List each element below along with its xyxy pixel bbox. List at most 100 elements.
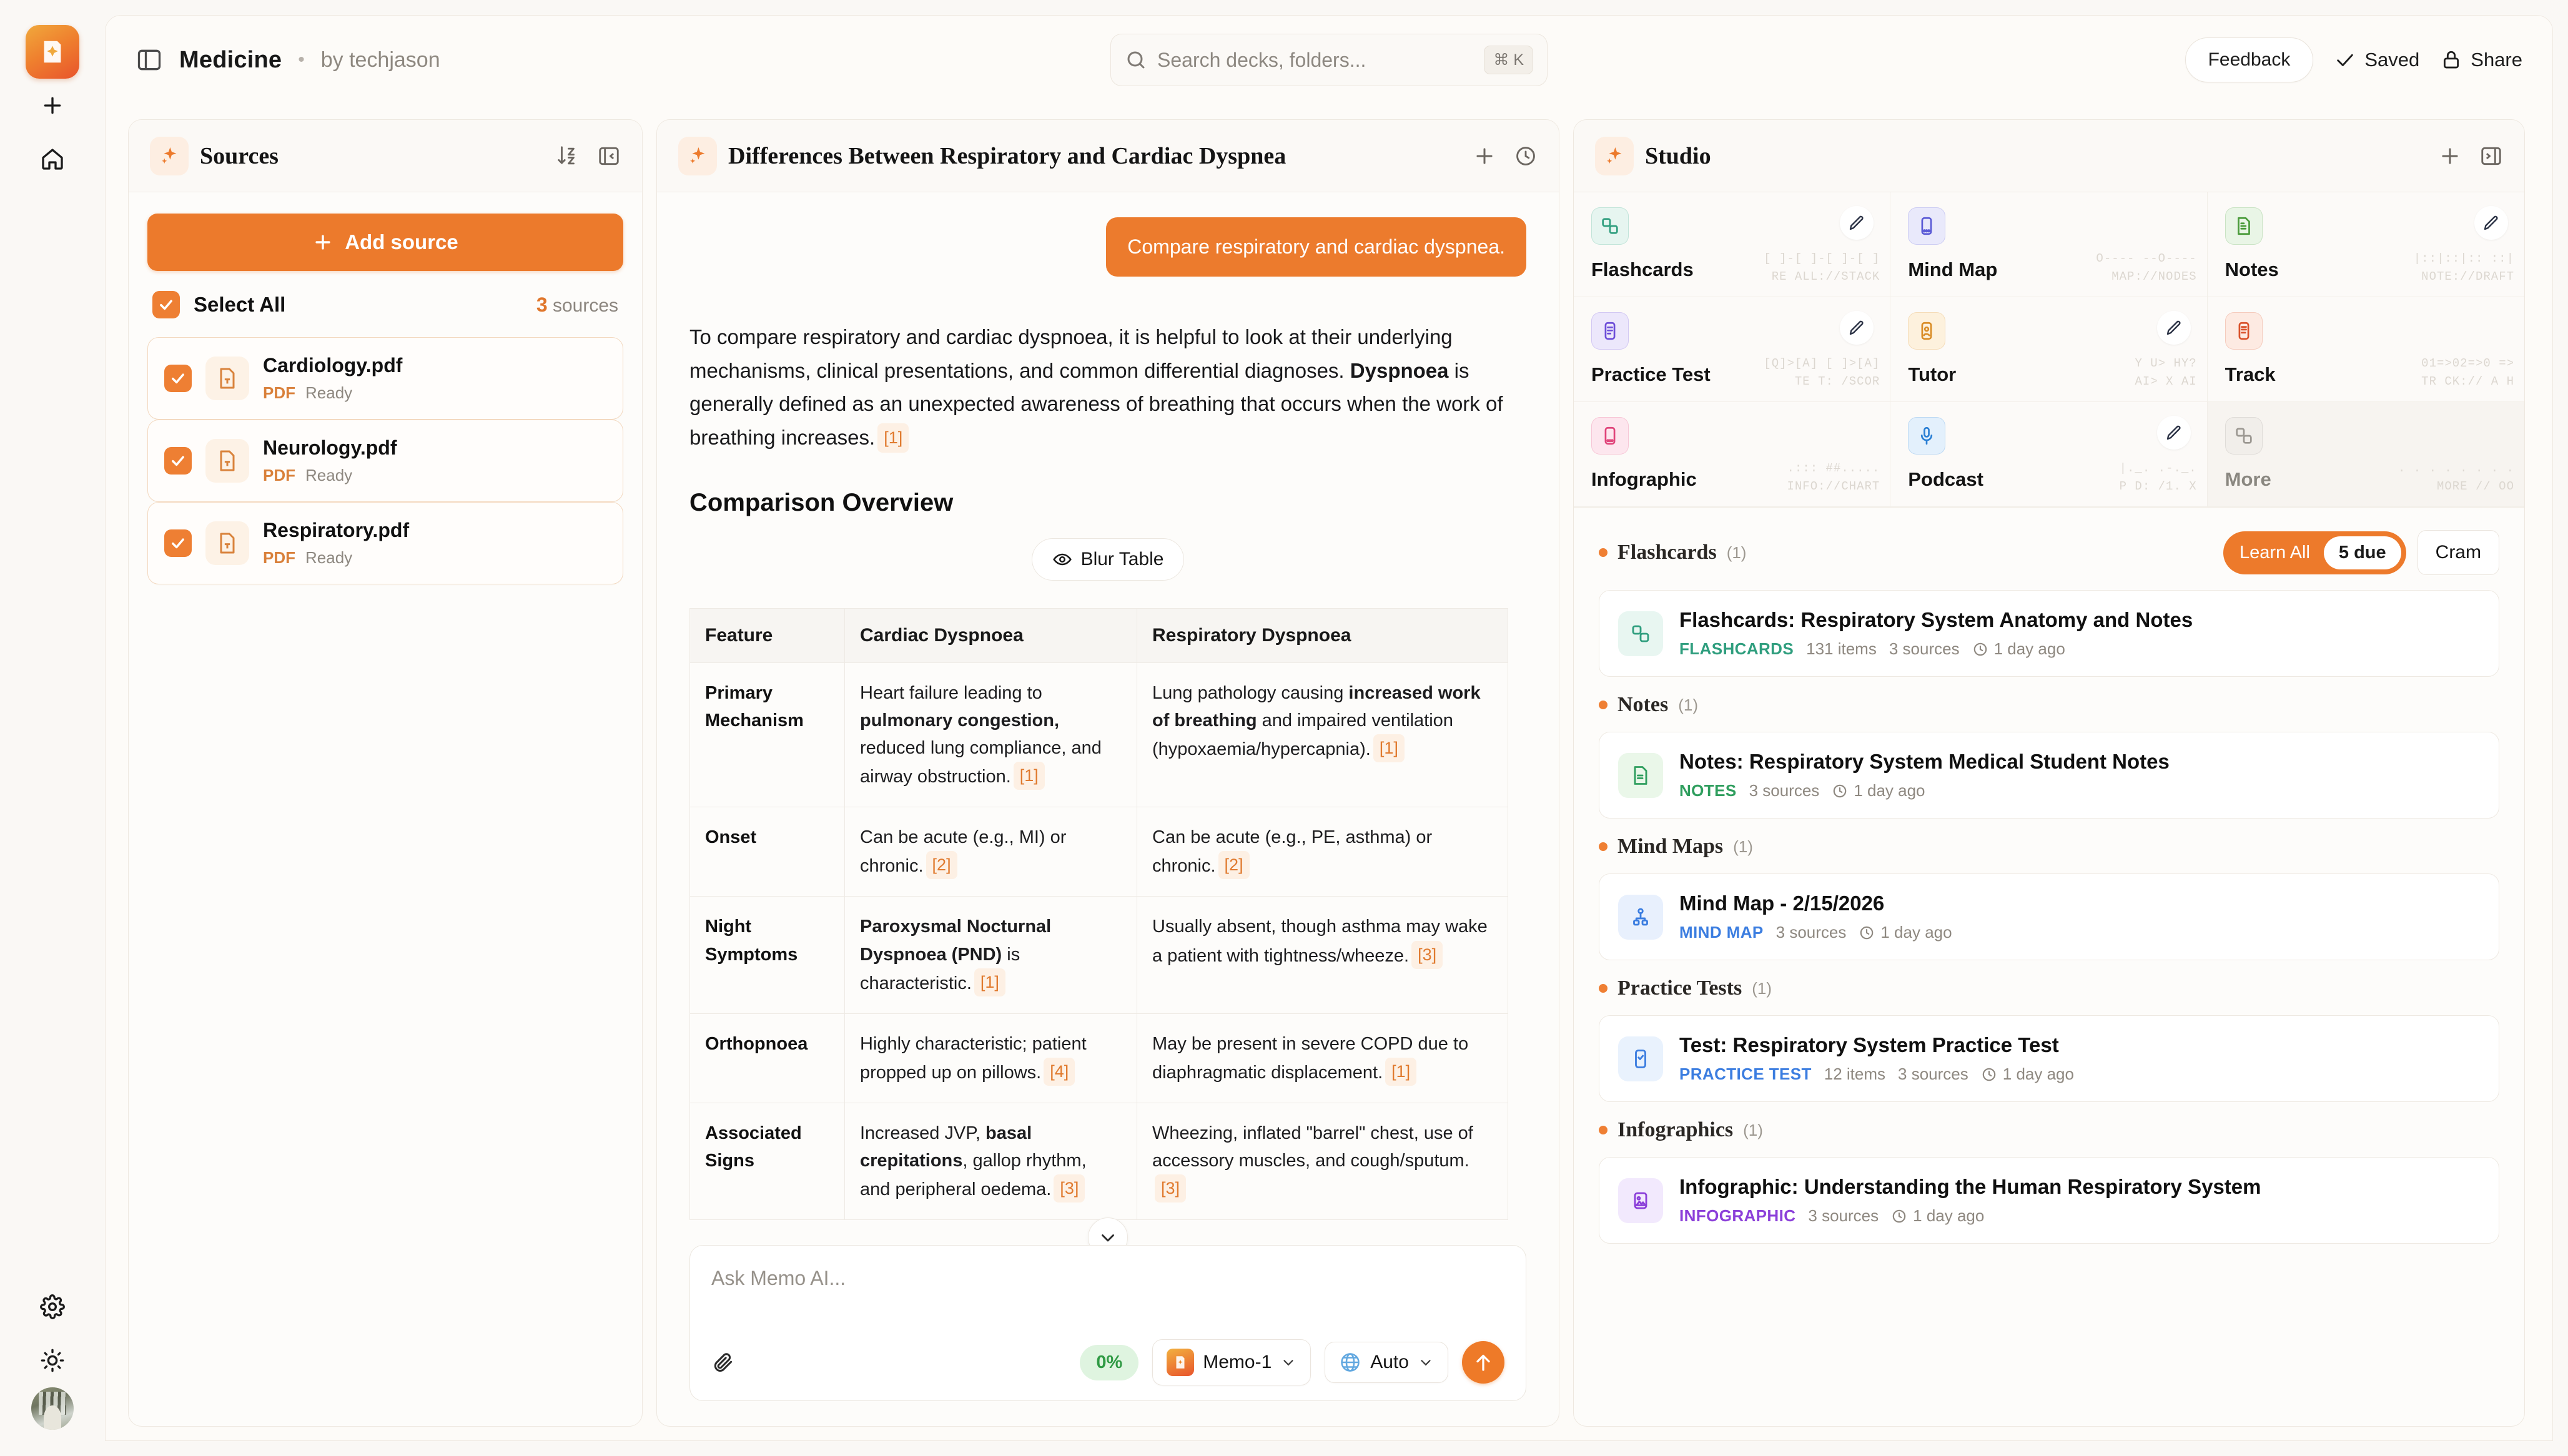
- settings-button[interactable]: [26, 1280, 79, 1334]
- table-cell-cardiac: Can be acute (e.g., MI) or chronic. [2]: [844, 807, 1137, 897]
- source-meta: PDF Ready: [263, 466, 397, 485]
- table-cell-feature: Primary Mechanism: [689, 662, 845, 808]
- studio-panel-header: Studio: [1574, 120, 2524, 192]
- citation-ref[interactable]: [2]: [926, 851, 957, 880]
- model-selector[interactable]: Memo-1: [1152, 1339, 1311, 1385]
- section-count: (1): [1726, 543, 1747, 562]
- source-checkbox[interactable]: [164, 447, 192, 475]
- studio-tool-practice-test[interactable]: Practice Test [Q]>[A] [ ]>[A] TE T: /SCOR: [1574, 297, 1891, 402]
- studio-tool-infographic[interactable]: Infographic .::: ##..... INFO://CHART: [1574, 402, 1891, 507]
- learn-all-button[interactable]: Learn All 5 due: [2223, 531, 2406, 574]
- new-item-button[interactable]: [26, 79, 79, 132]
- add-source-button[interactable]: Add source: [147, 214, 623, 271]
- mode-selector[interactable]: Auto: [1325, 1342, 1448, 1383]
- check-icon: [2334, 49, 2356, 71]
- citation-ref[interactable]: [3]: [1411, 940, 1443, 969]
- section-heading: Comparison Overview: [689, 489, 954, 516]
- user-avatar[interactable]: [31, 1387, 74, 1430]
- studio-tool-more[interactable]: More . . . . . . . . MORE // OO: [2207, 402, 2524, 507]
- chat-column: Differences Between Respiratory and Card…: [643, 104, 1573, 1440]
- home-button[interactable]: [26, 132, 79, 186]
- user-message-bubble: Compare respiratory and cardiac dyspnea.: [1106, 217, 1526, 277]
- edit-pencil-icon[interactable]: [2156, 416, 2191, 450]
- source-status: Ready: [305, 466, 353, 485]
- pdf-file-icon: [205, 357, 249, 400]
- chevron-down-icon[interactable]: [1088, 1217, 1128, 1245]
- studio-tool-track[interactable]: Track 01=>02=>0 => TR CK:// A H: [2207, 297, 2524, 402]
- feedback-button[interactable]: Feedback: [2185, 37, 2314, 82]
- more-icon: [2225, 417, 2263, 455]
- studio-list-item[interactable]: Test: Respiratory System Practice Test PR…: [1599, 1015, 2499, 1102]
- memo-logo[interactable]: [26, 25, 79, 79]
- collapse-panel-icon[interactable]: [597, 144, 621, 168]
- studio-tool-mind-map[interactable]: Mind Map O---- --O---- MAP://NODES: [1890, 192, 2208, 297]
- source-card[interactable]: Neurology.pdf PDF Ready: [147, 420, 623, 502]
- table-header-row: Feature Cardiac Dyspnoea Respiratory Dyspn…: [689, 608, 1508, 663]
- source-checkbox[interactable]: [164, 365, 192, 392]
- citation-ref[interactable]: [2]: [1218, 851, 1250, 880]
- blur-table-button[interactable]: Blur Table: [1031, 538, 1185, 581]
- chevron-down-icon: [1418, 1354, 1434, 1370]
- citation-ref[interactable]: [1]: [1013, 762, 1045, 790]
- source-checkbox[interactable]: [164, 529, 192, 557]
- studio-tool-podcast[interactable]: Podcast |._. .-._. P D: /1. X: [1890, 402, 2208, 507]
- due-count-badge[interactable]: 5 due: [2323, 536, 2401, 569]
- studio-list-item[interactable]: Notes: Respiratory System Medical Studen…: [1599, 732, 2499, 819]
- table-cell-cardiac: Increased JVP, basal crepitations, gallo…: [844, 1102, 1137, 1221]
- sidebar-toggle-icon[interactable]: [136, 46, 163, 74]
- citation-ref[interactable]: [3]: [1054, 1174, 1085, 1203]
- citation-ref[interactable]: [1]: [877, 423, 909, 453]
- table-body: Primary Mechanism Heart failure leading t…: [689, 662, 1508, 1221]
- studio-tool-tutor[interactable]: Tutor Y U> HY? AI> X AI: [1890, 297, 2208, 402]
- theme-toggle-button[interactable]: [26, 1334, 79, 1387]
- table-row: Night Symptoms Paroxysmal Nocturnal Dyspn…: [689, 896, 1508, 1014]
- edit-pencil-icon[interactable]: [2474, 206, 2508, 240]
- studio-title: Studio: [1645, 142, 1711, 169]
- studio-tool-notes[interactable]: Notes |::|::|:: ::| NOTE://DRAFT: [2207, 192, 2524, 297]
- chat-panel: Differences Between Respiratory and Card…: [656, 119, 1559, 1427]
- studio-section-header: Notes (1): [1599, 693, 2499, 717]
- citation-ref[interactable]: [4]: [1044, 1057, 1075, 1086]
- paperclip-icon[interactable]: [711, 1350, 735, 1374]
- citation-ref[interactable]: [1]: [1373, 734, 1405, 763]
- source-card[interactable]: Respiratory.pdf PDF Ready: [147, 502, 623, 584]
- cram-button[interactable]: Cram: [2417, 530, 2499, 575]
- source-meta: PDF Ready: [263, 383, 402, 403]
- cell-emphasis: Paroxysmal Nocturnal Dyspnoea (PND): [860, 917, 1052, 965]
- edit-pencil-icon[interactable]: [2156, 311, 2191, 345]
- table-cell-respiratory: Lung pathology causing increased work of…: [1137, 662, 1508, 808]
- send-button[interactable]: [1462, 1341, 1504, 1384]
- select-all-row[interactable]: Select All 3 sources: [147, 287, 623, 321]
- tool-label: Mind Map: [1908, 258, 1998, 280]
- citation-ref[interactable]: [3]: [1155, 1174, 1187, 1203]
- top-bar: Medicine • by techjason Search decks, fo…: [106, 16, 2552, 104]
- clock-icon[interactable]: [1514, 144, 1538, 168]
- expand-panel-icon[interactable]: [2479, 144, 2503, 168]
- select-all-checkbox[interactable]: [152, 291, 180, 318]
- section-actions: Learn All 5 due Cram: [2223, 530, 2499, 575]
- plus-icon[interactable]: [2438, 144, 2462, 168]
- studio-list-item[interactable]: Infographic: Understanding the Human Res…: [1599, 1157, 2499, 1244]
- studio-list-item[interactable]: Flashcards: Respiratory System Anatomy a…: [1599, 590, 2499, 677]
- share-button[interactable]: Share: [2441, 49, 2522, 71]
- citation-ref[interactable]: [1]: [1385, 1057, 1417, 1086]
- plus-icon[interactable]: [1473, 144, 1496, 168]
- search-icon: [1125, 49, 1147, 71]
- search-input[interactable]: Search decks, folders... ⌘ K: [1110, 34, 1548, 86]
- studio-tool-flashcards[interactable]: Flashcards [ ]-[ ]-[ ]-[ ] RE ALL://STACK: [1574, 192, 1891, 297]
- sort-az-icon[interactable]: [556, 144, 580, 168]
- list-item-sources: 3 sources: [1749, 781, 1820, 800]
- source-card[interactable]: Cardiology.pdf PDF Ready: [147, 337, 623, 420]
- tool-decorative-ascii: [Q]>[A] [ ]>[A] TE T: /SCOR: [1764, 357, 1880, 388]
- citation-ref[interactable]: [1]: [974, 968, 1005, 996]
- edit-pencil-icon[interactable]: [1840, 206, 1874, 240]
- studio-content-list[interactable]: Flashcards (1) Learn All 5 due Cram Flashcard…: [1574, 508, 2524, 1426]
- message-composer[interactable]: Ask Memo AI... 0%: [689, 1245, 1526, 1401]
- source-type: PDF: [263, 466, 295, 485]
- list-item-timestamp: 1 day ago: [1891, 1206, 1984, 1226]
- saved-label: Saved: [2364, 49, 2420, 71]
- edit-pencil-icon[interactable]: [1840, 311, 1874, 345]
- chat-scroll-area[interactable]: Compare respiratory and cardiac dyspnea.…: [657, 192, 1559, 1245]
- studio-list-item[interactable]: Mind Map - 2/15/2026 MIND MAP 3 sources 1 d…: [1599, 873, 2499, 960]
- tool-label: Infographic: [1591, 468, 1697, 490]
